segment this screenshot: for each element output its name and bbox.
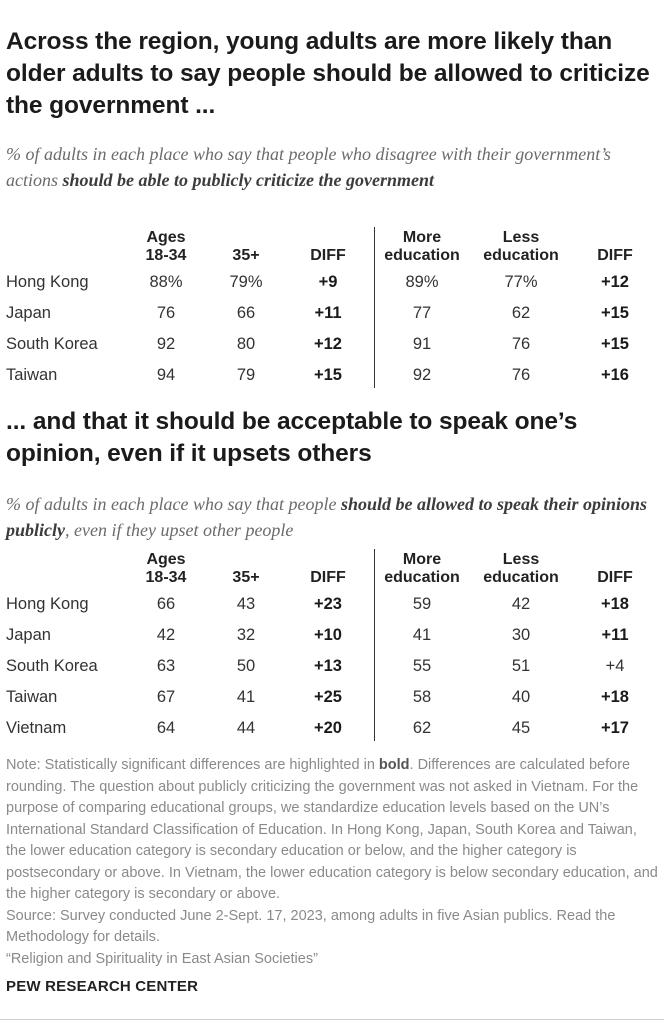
cell-criticize-south-korea-diff-education: +15 bbox=[601, 335, 629, 353]
row-label-japan: Japan bbox=[6, 304, 51, 322]
cell-criticize-taiwan-ages-18-34: 94 bbox=[156, 366, 176, 384]
table-divider-line bbox=[374, 227, 375, 388]
cell-speak-japan-less-education: 30 bbox=[511, 626, 531, 644]
cell-speak-hong-kong-less-education: 42 bbox=[511, 595, 531, 613]
second-title: ... and that it should be acceptable to … bbox=[6, 408, 578, 467]
subtitle-speak-plain: % of adults in each place who say that p… bbox=[6, 494, 337, 514]
cell-criticize-hong-kong-diff-education: +12 bbox=[601, 273, 629, 291]
note-bold-word: bold bbox=[378, 757, 410, 773]
cell-speak-hong-kong-35-plus: 43 bbox=[236, 595, 256, 613]
cell-speak-hong-kong-diff-age: +23 bbox=[314, 595, 342, 613]
subtitle-criticize-bold: should be able to publicly criticize the… bbox=[62, 170, 434, 190]
table-divider-line bbox=[374, 549, 375, 741]
cell-criticize-south-korea-less-education: 76 bbox=[511, 335, 531, 353]
subtitle-criticize: % of adults in each place who say that p… bbox=[6, 141, 656, 193]
subtitle-speak-bold: should be allowed to speak their opinion… bbox=[6, 494, 647, 540]
cell-criticize-hong-kong-diff-age: +9 bbox=[318, 273, 338, 291]
header-ages-18-34: Ages 18-34 bbox=[145, 551, 187, 586]
cell-speak-hong-kong-diff-education: +18 bbox=[601, 595, 629, 613]
cell-speak-south-korea-more-education: 55 bbox=[412, 657, 432, 675]
header-more-education: More education bbox=[384, 229, 460, 264]
cell-criticize-hong-kong-less-education: 77% bbox=[504, 273, 538, 291]
cell-speak-taiwan-diff-education: +18 bbox=[601, 688, 629, 706]
cell-speak-japan-diff-age: +10 bbox=[314, 626, 342, 644]
cell-speak-japan-ages-18-34: 42 bbox=[156, 626, 176, 644]
row-label-vietnam: Vietnam bbox=[6, 719, 67, 737]
cell-speak-south-korea-diff-education: +4 bbox=[605, 657, 625, 675]
cell-speak-vietnam-35-plus: 44 bbox=[236, 719, 256, 737]
cell-speak-taiwan-more-education: 58 bbox=[412, 688, 432, 706]
note-text: Note: Statistically significant differen… bbox=[6, 755, 658, 906]
cell-speak-vietnam-less-education: 45 bbox=[511, 719, 531, 737]
cell-speak-taiwan-diff-age: +25 bbox=[314, 688, 342, 706]
cell-criticize-hong-kong-more-education: 89% bbox=[405, 273, 439, 291]
subtitle-speak: % of adults in each place who say that p… bbox=[6, 491, 656, 543]
footnote: Note: Statistically significant differen… bbox=[6, 755, 658, 970]
cell-speak-south-korea-35-plus: 50 bbox=[236, 657, 256, 675]
header-35-plus: 35+ bbox=[232, 569, 260, 586]
cell-speak-taiwan-ages-18-34: 67 bbox=[156, 688, 176, 706]
cell-speak-taiwan-35-plus: 41 bbox=[236, 688, 256, 706]
cell-criticize-south-korea-more-education: 91 bbox=[412, 335, 432, 353]
cell-speak-hong-kong-ages-18-34: 66 bbox=[156, 595, 176, 613]
row-label-hong-kong: Hong Kong bbox=[6, 595, 89, 613]
note-rest: . Differences are calculated before roun… bbox=[6, 757, 658, 902]
brand-logo-text: PEW RESEARCH CENTER bbox=[6, 978, 199, 995]
row-label-south-korea: South Korea bbox=[6, 335, 98, 353]
header-less-education: Less education bbox=[483, 229, 559, 264]
chart-title: Across the region, young adults are more… bbox=[6, 28, 650, 119]
cell-speak-japan-more-education: 41 bbox=[412, 626, 432, 644]
cell-speak-vietnam-diff-education: +17 bbox=[601, 719, 629, 737]
cell-criticize-hong-kong-ages-18-34: 88% bbox=[149, 273, 183, 291]
header-more-education: More education bbox=[384, 551, 460, 586]
row-label-japan: Japan bbox=[6, 626, 51, 644]
cell-speak-vietnam-more-education: 62 bbox=[412, 719, 432, 737]
row-label-taiwan: Taiwan bbox=[6, 688, 58, 706]
cell-speak-south-korea-ages-18-34: 63 bbox=[156, 657, 176, 675]
note-lead: Note: Statistically significant differen… bbox=[6, 757, 379, 773]
cell-criticize-taiwan-less-education: 76 bbox=[511, 366, 531, 384]
row-label-hong-kong: Hong Kong bbox=[6, 273, 89, 291]
cell-criticize-taiwan-diff-education: +16 bbox=[601, 366, 629, 384]
cell-speak-vietnam-diff-age: +20 bbox=[314, 719, 342, 737]
cell-criticize-hong-kong-35-plus: 79% bbox=[229, 273, 263, 291]
header-less-education: Less education bbox=[483, 551, 559, 586]
cell-speak-taiwan-less-education: 40 bbox=[511, 688, 531, 706]
header-diff-education: DIFF bbox=[597, 247, 633, 264]
cell-speak-south-korea-diff-age: +13 bbox=[314, 657, 342, 675]
cell-criticize-taiwan-35-plus: 79 bbox=[236, 366, 256, 384]
cell-speak-japan-35-plus: 32 bbox=[236, 626, 256, 644]
cell-criticize-japan-35-plus: 66 bbox=[236, 304, 256, 322]
cell-criticize-south-korea-35-plus: 80 bbox=[236, 335, 256, 353]
bottom-divider bbox=[0, 1019, 664, 1020]
cell-criticize-japan-more-education: 77 bbox=[412, 304, 432, 322]
cell-criticize-taiwan-diff-age: +15 bbox=[314, 366, 342, 384]
cell-criticize-japan-ages-18-34: 76 bbox=[156, 304, 176, 322]
cell-speak-hong-kong-more-education: 59 bbox=[412, 595, 432, 613]
cell-speak-vietnam-ages-18-34: 64 bbox=[156, 719, 176, 737]
cell-criticize-south-korea-ages-18-34: 92 bbox=[156, 335, 176, 353]
note-report: “Religion and Spirituality in East Asian… bbox=[6, 950, 318, 967]
cell-speak-japan-diff-education: +11 bbox=[601, 626, 629, 644]
cell-criticize-south-korea-diff-age: +12 bbox=[314, 335, 342, 353]
header-diff-education: DIFF bbox=[597, 569, 633, 586]
cell-criticize-japan-diff-age: +11 bbox=[314, 304, 342, 322]
header-diff-age: DIFF bbox=[310, 569, 346, 586]
row-label-taiwan: Taiwan bbox=[6, 366, 58, 384]
subtitle-criticize-plain: % of adults in each place who say that p… bbox=[6, 144, 611, 190]
cell-criticize-japan-diff-education: +15 bbox=[601, 304, 629, 322]
note-source: Source: Survey conducted June 2-Sept. 17… bbox=[6, 907, 616, 946]
header-diff-age: DIFF bbox=[310, 247, 346, 264]
header-35-plus: 35+ bbox=[232, 247, 260, 264]
subtitle-speak-after: , even if they upset other people bbox=[65, 520, 294, 540]
cell-criticize-japan-less-education: 62 bbox=[511, 304, 531, 322]
cell-criticize-taiwan-more-education: 92 bbox=[412, 366, 432, 384]
cell-speak-south-korea-less-education: 51 bbox=[511, 657, 531, 675]
row-label-south-korea: South Korea bbox=[6, 657, 98, 675]
header-ages-18-34: Ages 18-34 bbox=[145, 229, 187, 264]
